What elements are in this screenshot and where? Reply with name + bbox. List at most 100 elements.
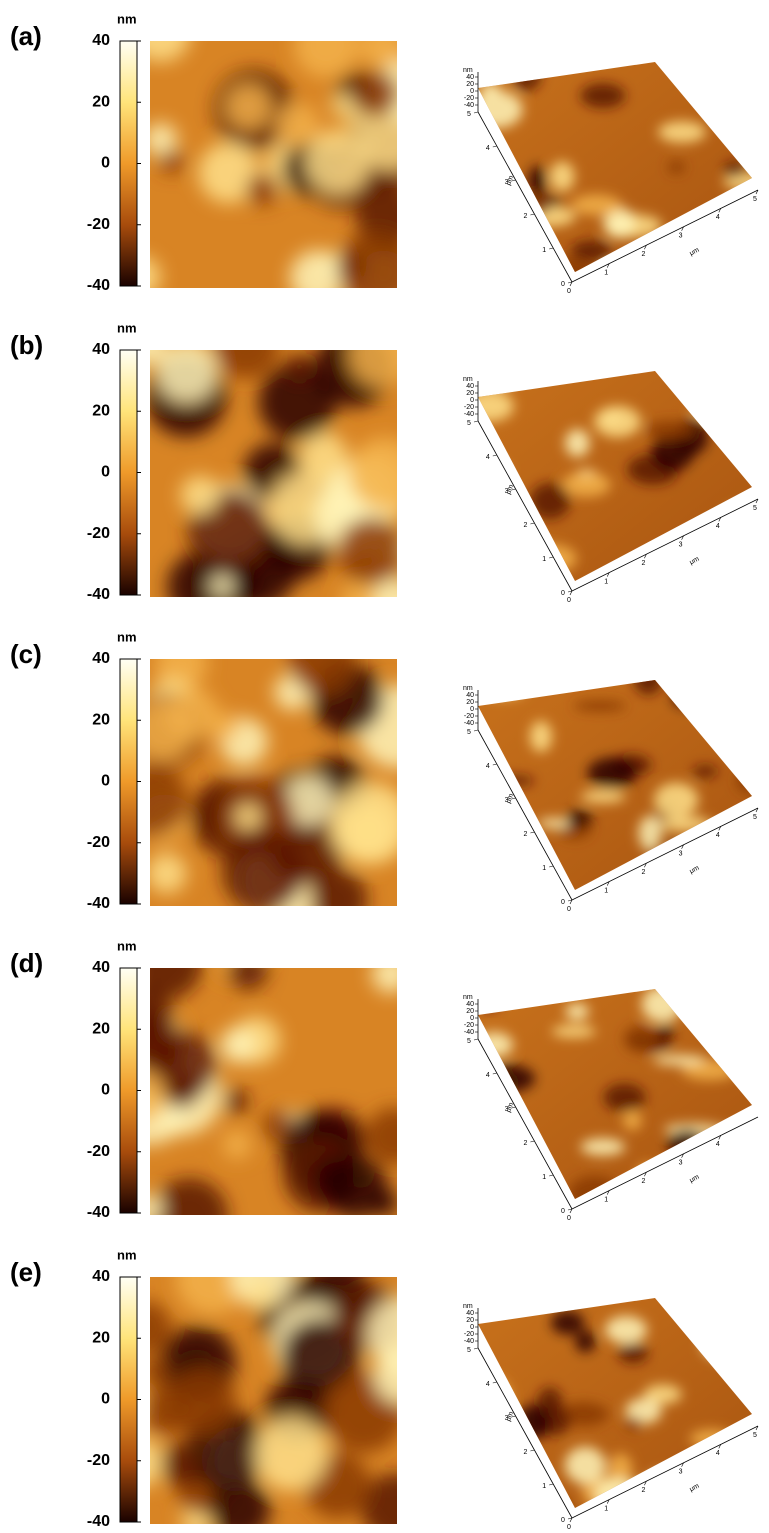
z-tick-label: -40 [464, 102, 474, 109]
colorbar-unit: nm [117, 320, 137, 335]
feature [530, 721, 552, 752]
y-tick-label: 5 [467, 420, 471, 427]
feature [634, 664, 663, 695]
y-tick [493, 146, 497, 147]
z-tick-label: 20 [466, 1317, 474, 1324]
y-tick [549, 248, 553, 249]
feature [478, 999, 498, 1010]
y-tick-label: 2 [523, 831, 527, 838]
z-unit: nm [463, 685, 473, 692]
feature [709, 1034, 751, 1045]
x-tick-label: 0 [567, 1215, 571, 1222]
feature [528, 166, 546, 198]
feature [682, 876, 701, 891]
feature [360, 23, 406, 69]
feature [551, 1311, 585, 1335]
z-tick-label: 40 [466, 74, 474, 81]
colorbar [120, 1277, 137, 1522]
feature [574, 701, 627, 712]
colorbar-tick-label: 40 [92, 32, 110, 49]
colorbar-tick-label: -40 [87, 895, 110, 912]
feature [707, 1161, 755, 1180]
feature [705, 531, 730, 557]
x-tick-label: 0 [567, 1524, 571, 1531]
feature [720, 1307, 769, 1328]
feature [220, 1027, 256, 1063]
feature [477, 850, 498, 867]
z-tick-label: 20 [466, 81, 474, 88]
feature [290, 250, 345, 305]
y-tick-label: 4 [486, 1381, 490, 1388]
y-tick-label: 1 [542, 1483, 546, 1490]
feature [496, 776, 534, 786]
y-tick [549, 866, 553, 867]
feature [246, 173, 278, 205]
z-tick-label: -20 [464, 1022, 474, 1029]
x-tick-label: 3 [679, 542, 683, 549]
feature [672, 686, 701, 707]
feature [710, 547, 768, 565]
x-tick-label: 2 [641, 1178, 645, 1185]
x-tick-label: 2 [641, 869, 645, 876]
colorbar-tick-label: 0 [101, 155, 110, 172]
x-tick-label: 3 [679, 233, 683, 240]
feature [536, 258, 596, 286]
colorbar-tick-label: -40 [87, 586, 110, 603]
feature [160, 150, 184, 174]
feature [625, 1417, 641, 1431]
colorbar-tick-label: 0 [101, 1082, 110, 1099]
feature [594, 406, 641, 438]
feature [732, 568, 750, 580]
feature [289, 628, 355, 694]
colorbar [120, 41, 137, 286]
feature [513, 63, 541, 91]
y-tick [474, 1348, 478, 1349]
y-tick [493, 764, 497, 765]
feature [565, 1003, 589, 1020]
feature [687, 978, 740, 1012]
z-tick-label: 0 [470, 1015, 474, 1022]
z-tick-label: 0 [470, 397, 474, 404]
colorbar-unit: nm [117, 1247, 137, 1262]
height-map [117, 628, 440, 929]
surface-3d [470, 1291, 769, 1522]
feature [366, 1108, 423, 1165]
y-tick [530, 214, 534, 215]
z-unit: nm [463, 376, 473, 383]
feature [688, 258, 746, 289]
colorbar-tick-label: -20 [87, 216, 110, 233]
y-tick [549, 1175, 553, 1176]
colorbar-tick-label: 0 [101, 773, 110, 790]
feature [134, 1194, 163, 1223]
feature [546, 1499, 571, 1516]
y-tick-label: 1 [542, 865, 546, 872]
y-tick-label: 2 [523, 213, 527, 220]
colorbar-tick-label: 20 [92, 402, 110, 419]
x-tick-label: 4 [716, 523, 720, 530]
y-tick [493, 455, 497, 456]
z-tick-label: 20 [466, 390, 474, 397]
feature [211, 712, 239, 740]
feature [723, 506, 766, 538]
y-tick [530, 1450, 534, 1451]
feature [228, 950, 269, 991]
feature [224, 1089, 249, 1114]
y-tick-label: 4 [486, 763, 490, 770]
y-tick-label: 4 [486, 454, 490, 461]
z-tick-label: 40 [466, 1310, 474, 1317]
x-tick-label: 1 [604, 269, 608, 276]
feature [646, 421, 693, 440]
z-unit: nm [463, 1303, 473, 1310]
feature [562, 472, 611, 496]
feature [603, 1084, 645, 1112]
x-tick-label: 1 [604, 578, 608, 585]
feature [693, 766, 718, 778]
feature [373, 578, 418, 623]
feature [468, 352, 521, 386]
feature [701, 532, 731, 555]
feature [161, 1443, 204, 1486]
feature [552, 1025, 596, 1038]
colorbar-tick-label: -20 [87, 1452, 110, 1469]
feature [523, 544, 577, 573]
